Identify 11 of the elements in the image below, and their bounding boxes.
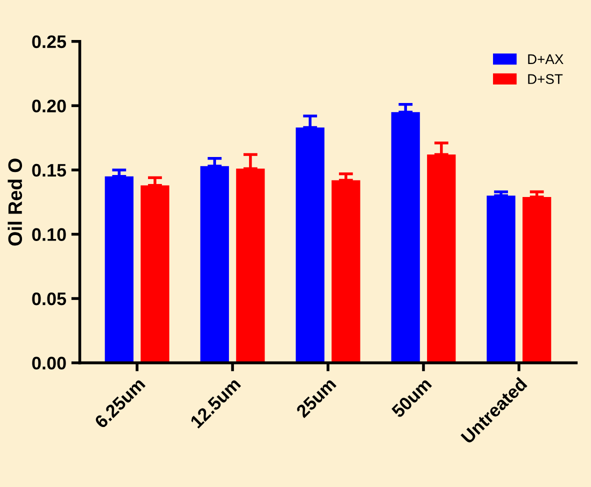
bar [486,196,516,363]
y-tick-label: 0.00 [32,356,66,370]
y-tick-label: 0.15 [32,164,66,177]
y-tick-label: 0.20 [32,100,66,112]
y-tick-label: 0.10 [32,228,66,241]
y-tick-label: 0.05 [32,292,66,306]
legend-label: D+AX [528,54,564,64]
bar [522,196,552,363]
legend-label: D+ST [528,74,563,84]
y-axis-title: Oil Red O [8,158,22,246]
y-tick-label: 0.25 [32,35,66,48]
